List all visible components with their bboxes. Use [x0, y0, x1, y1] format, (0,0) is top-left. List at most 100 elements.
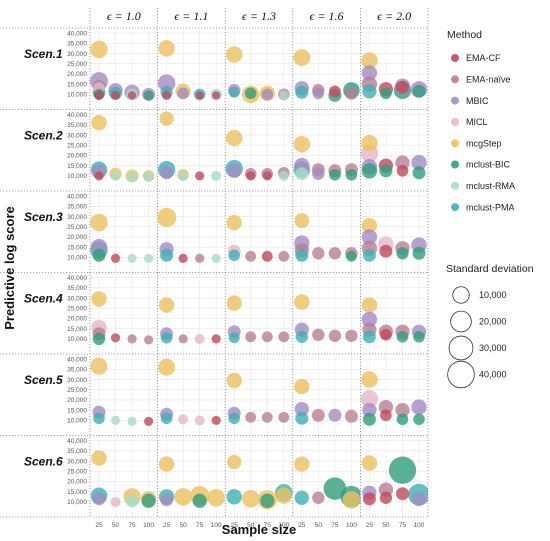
panel-bubbles	[361, 297, 427, 344]
y-tick-label: 30,000	[67, 458, 87, 465]
y-tick-label: 30,000	[67, 51, 87, 58]
legend-swatch	[451, 117, 459, 126]
data-bubble	[125, 494, 139, 508]
data-bubble	[395, 80, 410, 94]
data-bubble	[160, 412, 173, 425]
data-bubble	[344, 86, 358, 100]
data-bubble	[395, 155, 410, 170]
data-bubble	[160, 493, 174, 507]
data-bubble	[244, 87, 257, 100]
data-bubble	[361, 218, 378, 234]
y-tick-label: 35,000	[67, 367, 87, 374]
y-tick-label: 20,000	[67, 153, 87, 160]
data-bubble	[127, 171, 138, 182]
data-bubble	[144, 416, 154, 426]
y-tick-label: 40,000	[67, 193, 87, 200]
data-bubble	[294, 294, 310, 310]
legend-label: mclust-PMA	[466, 202, 515, 212]
data-bubble	[380, 87, 392, 100]
panel-bubbles	[226, 214, 290, 262]
data-bubble	[345, 329, 358, 342]
column-strip-label: ϵ = 1.6	[310, 9, 344, 23]
data-bubble	[411, 399, 427, 415]
data-bubble	[378, 399, 394, 415]
y-tick-label: 40,000	[67, 30, 87, 37]
panel-bubbles	[294, 378, 358, 425]
data-bubble	[228, 249, 241, 262]
legend-size-items: 10,000 20,000 30,000 40,000	[447, 286, 507, 389]
data-bubble	[278, 250, 290, 262]
legend-label: mclust-RMA	[466, 181, 515, 191]
panel-background	[225, 435, 293, 517]
panel-bubbles	[90, 357, 154, 426]
data-bubble	[261, 411, 273, 423]
data-bubble	[194, 415, 205, 426]
data-bubble	[162, 90, 172, 100]
data-bubble	[362, 492, 376, 506]
data-bubble	[160, 248, 174, 262]
x-tick-label: 100	[211, 522, 222, 529]
data-bubble	[411, 491, 427, 506]
panel-bubbles	[158, 456, 225, 508]
y-tick-label: 25,000	[67, 306, 87, 313]
y-tick-label: 20,000	[67, 71, 87, 78]
row-strip-label: Scen.2	[24, 129, 63, 143]
data-bubble	[261, 250, 273, 262]
data-bubble	[241, 490, 260, 508]
data-bubble	[141, 493, 156, 508]
data-bubble	[159, 111, 174, 126]
data-bubble	[294, 378, 310, 395]
data-bubble	[413, 413, 425, 426]
data-bubble	[360, 390, 379, 408]
x-tick-label: 50	[247, 522, 255, 529]
data-bubble	[329, 168, 341, 181]
data-bubble	[295, 411, 309, 425]
y-tick-label: 20,000	[67, 234, 87, 241]
data-bubble	[361, 311, 378, 328]
data-bubble	[345, 168, 358, 181]
data-bubble	[278, 411, 290, 423]
data-bubble	[261, 331, 273, 343]
data-bubble	[93, 412, 105, 425]
y-tick-label: 40,000	[67, 275, 87, 282]
data-bubble	[361, 134, 378, 152]
data-bubble	[110, 253, 121, 263]
data-bubble	[361, 371, 378, 388]
facet-labels: 10,000 15,000 20,000 25,000 30,000 35,000 40,0…	[24, 9, 425, 529]
panel-bubbles	[360, 371, 427, 426]
data-bubble	[328, 247, 342, 260]
x-tick-label: 100	[346, 522, 357, 529]
data-bubble	[294, 490, 309, 505]
data-bubble	[226, 295, 242, 311]
legend-label: mclust-BIC	[466, 160, 511, 170]
data-bubble	[362, 402, 377, 418]
data-bubble	[311, 408, 325, 422]
data-bubble	[294, 456, 310, 472]
data-bubble	[174, 488, 192, 506]
data-bubble	[312, 328, 325, 341]
y-tick-label: 10,000	[67, 499, 87, 506]
data-bubble	[227, 163, 242, 178]
data-bubble	[245, 331, 257, 343]
legend-size-label: 10,000	[479, 290, 507, 300]
y-tick-label: 30,000	[67, 132, 87, 139]
data-bubble	[312, 167, 325, 180]
data-bubble	[362, 330, 376, 344]
data-bubble	[312, 247, 325, 260]
data-bubble	[396, 413, 409, 426]
data-bubble	[178, 170, 189, 181]
data-bubble	[345, 250, 357, 262]
data-bubble	[260, 493, 275, 508]
data-bubble	[127, 253, 137, 263]
legend-swatch	[451, 54, 459, 62]
y-tick-label: 25,000	[67, 469, 87, 476]
panel-bubbles	[293, 135, 358, 181]
y-tick-label: 15,000	[67, 326, 87, 333]
legend-swatch	[451, 203, 459, 212]
data-bubble	[228, 412, 241, 425]
panel-bubbles	[158, 358, 221, 426]
panel-bubbles	[225, 129, 290, 181]
legend-swatch	[451, 96, 459, 105]
data-bubble	[158, 40, 175, 57]
y-tick-label: 35,000	[67, 448, 87, 455]
